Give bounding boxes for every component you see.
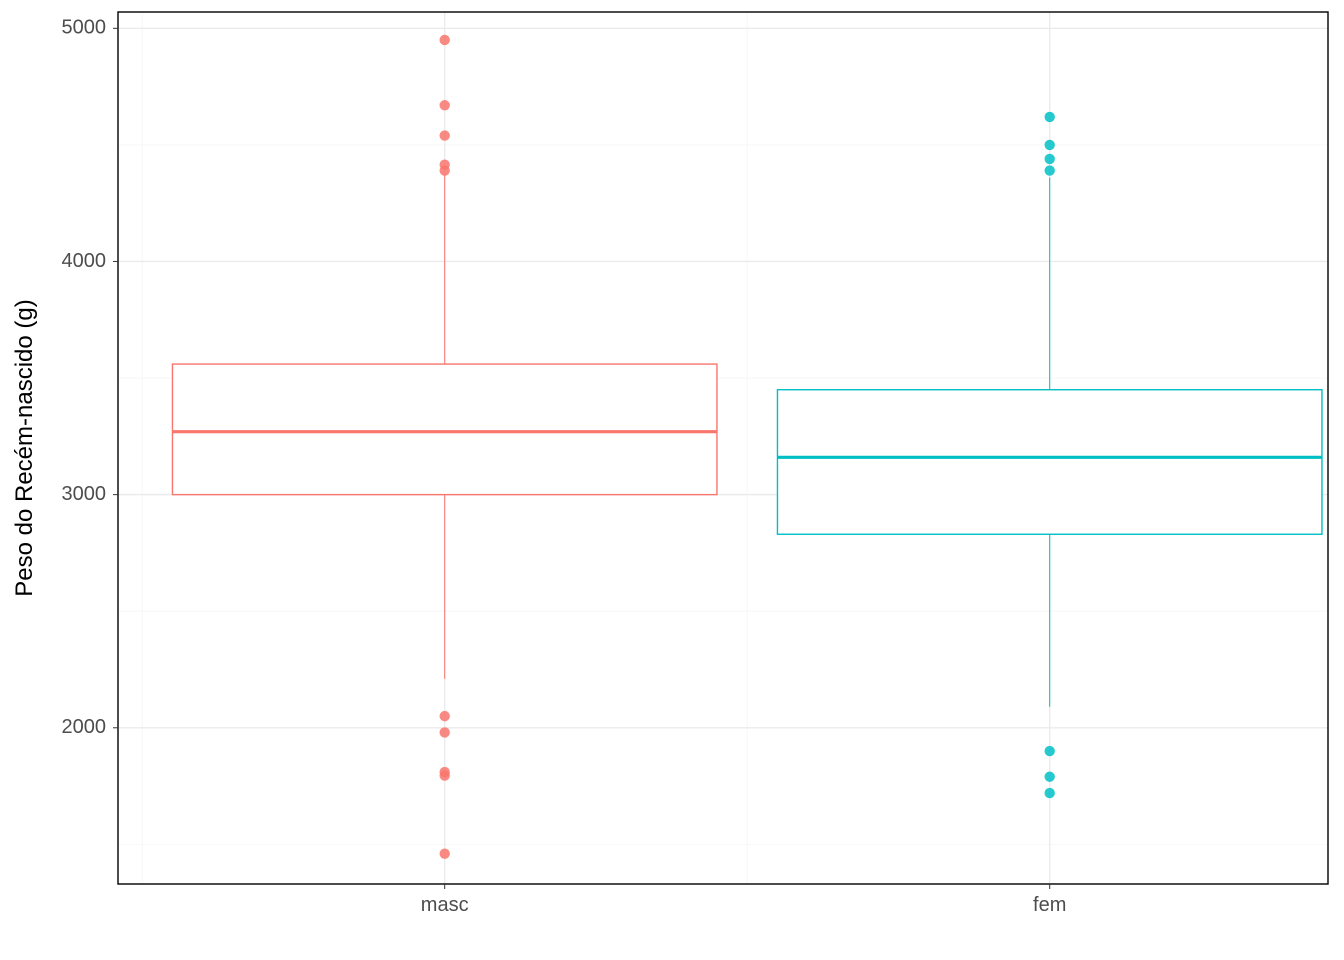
x-tick-label: masc bbox=[421, 894, 469, 916]
outlier-point bbox=[1045, 165, 1055, 175]
x-tick-label: fem bbox=[1033, 894, 1066, 916]
outlier-point bbox=[1045, 746, 1055, 756]
boxplot-chart: 2000 3000 4000 5000 masc fem Peso do Recém-nas… bbox=[0, 0, 1344, 960]
y-tick-label: 5000 bbox=[62, 17, 107, 39]
outlier-point bbox=[440, 727, 450, 737]
outlier-point bbox=[440, 35, 450, 45]
iqr-box bbox=[172, 364, 717, 495]
outlier-point bbox=[440, 848, 450, 858]
outlier-point bbox=[1045, 154, 1055, 164]
outlier-point bbox=[1045, 140, 1055, 150]
outlier-point bbox=[440, 100, 450, 110]
y-tick-label: 3000 bbox=[62, 483, 107, 505]
outlier-point bbox=[1045, 788, 1055, 798]
y-axis-title: Peso do Recém-nascido (g) bbox=[11, 299, 38, 596]
chart-svg: 2000 3000 4000 5000 masc fem Peso do Recém-nas… bbox=[0, 0, 1344, 960]
outlier-point bbox=[440, 770, 450, 780]
outlier-point bbox=[1045, 772, 1055, 782]
y-tick-label: 4000 bbox=[62, 250, 107, 272]
outlier-point bbox=[1045, 112, 1055, 122]
y-tick-label: 2000 bbox=[62, 716, 107, 738]
outlier-point bbox=[440, 165, 450, 175]
iqr-box bbox=[777, 390, 1321, 535]
outlier-point bbox=[440, 130, 450, 140]
outlier-point bbox=[440, 711, 450, 721]
